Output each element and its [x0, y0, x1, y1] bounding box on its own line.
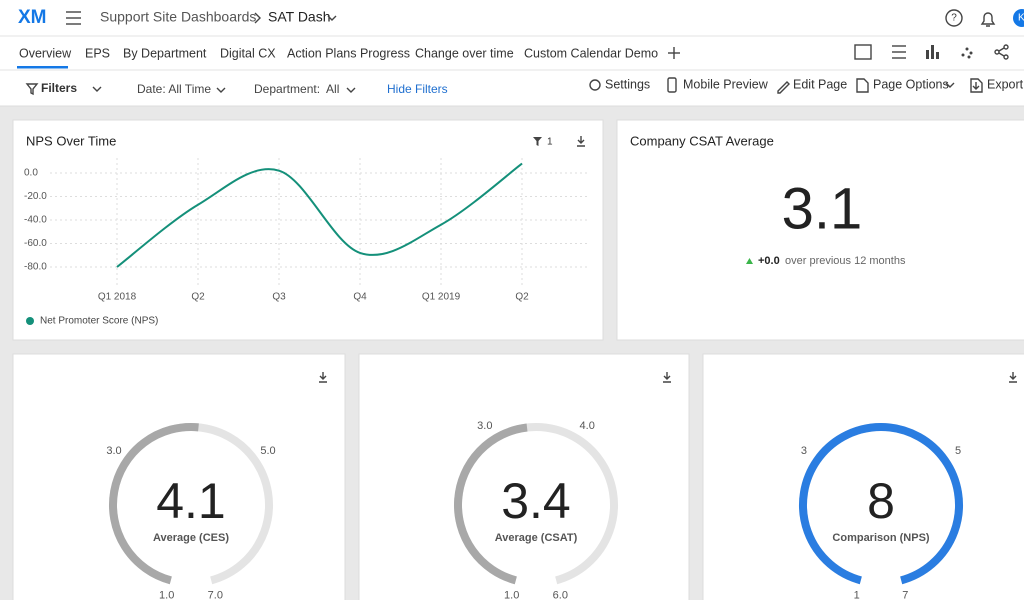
gauge-tick-label: 1.0	[159, 590, 174, 600]
tab[interactable]: EPS	[85, 46, 110, 60]
list-icon[interactable]	[892, 45, 906, 59]
gauge-tick-label: 3.0	[106, 445, 121, 457]
filters-button[interactable]: Filters	[41, 81, 77, 95]
gauge-label: Average (CSAT)	[495, 532, 578, 544]
help-icon[interactable]	[945, 9, 963, 27]
csat-change-text: over previous 12 months	[785, 255, 906, 267]
download-icon[interactable]	[1009, 372, 1017, 383]
mobile-icon	[667, 77, 677, 93]
gauge-tick-label: 7	[902, 590, 908, 600]
avatar-initial: K	[1018, 13, 1024, 24]
help-glyph: ?	[951, 13, 957, 24]
share-icon[interactable]	[994, 44, 1009, 60]
trend-up-icon	[746, 258, 753, 264]
gauge-tick-label: 5.0	[260, 445, 275, 457]
dropdown-icon[interactable]	[216, 87, 226, 93]
x-tick-label: Q1 2018	[98, 292, 137, 303]
x-tick-label: Q3	[272, 292, 286, 303]
add-tab-icon[interactable]	[668, 47, 680, 59]
mobile-preview-button[interactable]: Mobile Preview	[683, 77, 769, 91]
top-area	[0, 0, 1024, 106]
breadcrumb[interactable]: Support Site Dashboards	[100, 9, 256, 25]
view-icon[interactable]	[854, 44, 872, 60]
legend-label: Net Promoter Score (NPS)	[40, 316, 158, 327]
gauge-tick-label: 1.0	[504, 590, 519, 600]
filter-icon	[25, 83, 39, 96]
page-options-button[interactable]: Page Options	[873, 77, 949, 91]
x-tick-label: Q2	[191, 292, 205, 303]
gauge-tick-label: 7.0	[208, 590, 223, 600]
gauge-value-arc	[109, 423, 199, 585]
tab[interactable]: Overview	[19, 46, 72, 60]
csat-value: 3.1	[782, 176, 863, 241]
avatar[interactable]	[1013, 9, 1024, 27]
y-tick-label: -80.0	[24, 262, 47, 273]
gauge-label: Average (CES)	[153, 532, 229, 544]
x-tick-label: Q2	[515, 292, 529, 303]
y-tick-label: -60.0	[24, 238, 47, 249]
y-tick-label: -20.0	[24, 191, 47, 202]
dropdown-icon[interactable]	[945, 82, 955, 88]
gauge-tick-label: 6.0	[553, 590, 568, 600]
logo[interactable]: XM	[18, 7, 47, 28]
menu-icon[interactable]	[66, 11, 81, 25]
widget-title: NPS Over Time	[26, 133, 116, 148]
gauge-tick-label: 3	[801, 445, 807, 457]
tab[interactable]: Action Plans Progress	[287, 46, 410, 60]
dropdown-icon[interactable]	[327, 15, 337, 21]
dropdown-icon[interactable]	[346, 87, 356, 93]
x-tick-label: Q1 2019	[422, 292, 461, 303]
y-tick-label: 0.0	[24, 168, 38, 179]
download-icon[interactable]	[663, 372, 671, 383]
export-icon	[970, 78, 983, 93]
edit-page-button[interactable]: Edit Page	[793, 77, 847, 91]
legend-marker	[26, 317, 34, 325]
gauge-tick-label: 3.0	[477, 420, 492, 432]
settings-icon	[589, 79, 601, 91]
download-icon[interactable]	[319, 372, 327, 383]
breadcrumb-current[interactable]: SAT Dash	[268, 9, 331, 25]
settings-button[interactable]: Settings	[605, 77, 650, 91]
gauge-tick-label: 5	[955, 445, 961, 457]
gauge-label: Comparison (NPS)	[832, 532, 930, 544]
notifications-icon[interactable]	[980, 12, 996, 27]
gauge-card	[12, 353, 346, 600]
gauge-value-arc	[454, 423, 528, 585]
tab[interactable]: Digital CX	[220, 46, 276, 60]
dropdown-icon[interactable]	[92, 86, 102, 92]
filter-department[interactable]: Department: All	[254, 82, 339, 96]
gauge-card	[702, 353, 1024, 600]
hide-filters[interactable]: Hide Filters	[387, 82, 448, 96]
csat-card	[616, 119, 1024, 341]
gauge-value-arc	[799, 423, 963, 585]
export-button[interactable]: Export	[987, 77, 1024, 91]
nps-card	[12, 119, 604, 341]
csat-change: +0.0	[758, 255, 780, 267]
gauge-value: 3.4	[501, 473, 571, 529]
gauge-tick-label: 4.0	[580, 420, 595, 432]
nps-line	[116, 162, 523, 268]
gauge-value: 4.1	[156, 473, 226, 529]
widget-title: Company CSAT Average	[630, 133, 774, 148]
bar-icon[interactable]	[926, 45, 939, 59]
edit-icon	[777, 81, 790, 94]
breadcrumb-separator	[254, 12, 261, 24]
widget-filter-icon[interactable]	[533, 137, 542, 146]
y-tick-label: -40.0	[24, 215, 47, 226]
page-icon	[856, 78, 869, 93]
tab[interactable]: Change over time	[415, 46, 514, 60]
x-tick-label: Q4	[353, 292, 367, 303]
tab[interactable]: By Department	[123, 46, 207, 60]
gauge-card	[358, 353, 690, 600]
download-icon[interactable]	[577, 136, 585, 147]
filter-date[interactable]: Date: All Time	[137, 82, 211, 96]
filter-count: 1	[547, 137, 553, 148]
scatter-icon[interactable]	[961, 47, 973, 59]
active-tab-indicator	[17, 66, 68, 69]
gauge-value: 8	[867, 473, 895, 529]
tab[interactable]: Custom Calendar Demo	[524, 46, 658, 60]
gauge-tick-label: 1	[854, 590, 860, 600]
